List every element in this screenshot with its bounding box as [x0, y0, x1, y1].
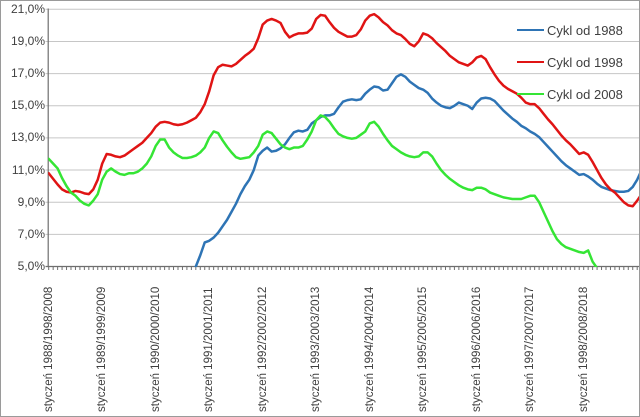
x-axis-tick-label: styczeń 1990/2000/2010 — [149, 286, 162, 412]
y-axis-tick-label: 21,0% — [10, 1, 45, 16]
legend-line-swatch — [517, 93, 544, 95]
legend-line-swatch — [517, 61, 544, 63]
x-axis-tick-label: styczeń 1994/2004/2014 — [363, 286, 376, 412]
series-line-cykl-od-2008 — [48, 114, 598, 267]
legend-label: Cykl od 1988 — [547, 22, 623, 38]
legend-item: Cykl od 1988 — [517, 22, 623, 38]
x-axis-tick-label: styczeń 1993/2003/2013 — [310, 286, 323, 412]
y-axis-tick-label: 11,0% — [11, 162, 45, 177]
legend-label: Cykl od 2008 — [547, 86, 623, 102]
gridlines — [45, 8, 639, 235]
x-axis-tick-label: styczeń 1989/1999/2009 — [96, 286, 109, 412]
x-axis-tick-label: styczeń 1996/2006/2016 — [470, 286, 483, 412]
x-axis-tick-label: styczeń 1992/2002/2012 — [256, 286, 269, 412]
y-axis-tick-label: 17,0% — [10, 66, 45, 81]
legend-item: Cykl od 1998 — [517, 54, 623, 70]
legend-item: Cykl od 2008 — [517, 86, 623, 102]
y-axis-tick-label: 15,0% — [10, 98, 45, 113]
x-axis-tick-label: styczeń 1988/1998/2008 — [42, 286, 55, 412]
y-axis-tick-label: 13,0% — [10, 130, 45, 145]
legend-line-swatch — [517, 29, 544, 31]
legend-label: Cykl od 1998 — [547, 54, 623, 70]
y-axis-tick-label: 7,0% — [17, 226, 45, 241]
series-lines — [48, 12, 639, 267]
axes — [45, 8, 639, 270]
y-axis-tick-label: 19,0% — [10, 33, 45, 48]
x-axis-tick-label: styczeń 1998/2008/2018 — [577, 286, 590, 412]
y-axis-tick-label: 5,0% — [17, 259, 45, 273]
x-axis-tick-label: styczeń 1997/2007/2017 — [524, 286, 537, 412]
series-line-cykl-od-1998 — [48, 12, 639, 208]
y-axis-tick-label: 9,0% — [17, 194, 45, 209]
series-line-cykl-od-1988 — [194, 73, 639, 267]
x-axis-tick-label: styczeń 1995/2005/2015 — [417, 286, 430, 412]
x-axis-tick-label: styczeń 1991/2001/2011 — [203, 287, 216, 412]
